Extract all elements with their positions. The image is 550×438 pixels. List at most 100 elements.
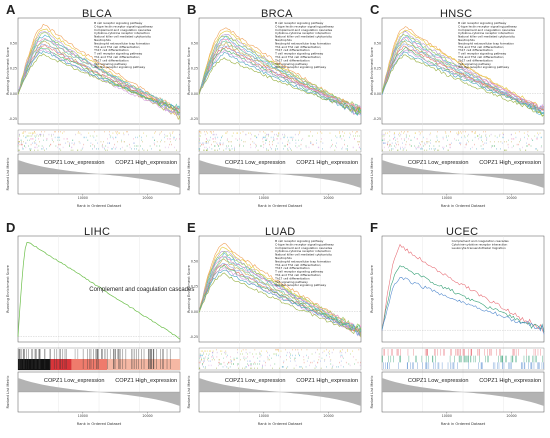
enrichment-curve [381,37,545,112]
legend-entry: Th17 cell differentiation [93,58,129,62]
es-axis-label: Running Enrichment Score [6,46,10,95]
legend-entry: Th17 cell differentiation [457,48,493,52]
es-axis-label: Running Enrichment Score [187,264,191,313]
es-tick-label: -0.25 [9,117,17,121]
x-axis-label: Rank in Ordered Dataset [258,204,303,208]
x-axis-label: Rank in Ordered Dataset [77,204,122,208]
rank-axis-label: Ranked List Metric [6,375,10,408]
high-expression-label: COPZ1 High_expression [296,160,358,166]
gsea-plot-c: 0.50 0.25 0.00 -0.25 Running Enrichment Scor… [370,17,545,208]
legend-entry: Th17 cell differentiation [274,58,310,62]
x-axis-label: Rank in Ordered Dataset [77,422,122,426]
enrichment-curve [17,53,181,114]
panel-title: UCEC [446,226,479,238]
enrichment-curve [381,51,545,115]
panel-b: 0.50 0.25 0.00 -0.25 Running Enrichment Scor… [185,2,365,212]
high-expression-label: COPZ1 High_expression [115,160,177,166]
enrichment-curve [198,264,362,332]
legend-entry: Th1 and Th2 cell differentiation [274,263,321,267]
gsea-plot-d: Running Enrichment Score Ranked List Metr… [6,235,194,426]
enrichment-curve [17,50,181,113]
gsea-plot-b: 0.50 0.25 0.00 -0.25 Running Enrichment Scor… [187,17,362,208]
panel-title: LIHC [84,226,111,238]
pathway-annotation: Complement and coagulation cascades [89,287,194,293]
enrichment-curve [381,243,545,334]
enrichment-curve [198,269,362,337]
legend-entry: C-type lectin receptor signaling pathway [94,24,153,28]
legend-entry: Th17 cell differentiation [274,48,310,52]
low-expression-label: COPZ1 Low_expression [44,378,105,384]
panel-f: Running Enrichment Score Ranked List Metr… [368,220,548,430]
legend-entry: Complement and coagulation cascades [275,246,333,250]
es-tick-label: 0.25 [191,67,198,71]
legend-entry: Natural killer cell mediated cytotoxicit… [275,253,332,257]
panel-title: BLCA [82,8,112,20]
es-tick-label: 0.00 [10,92,17,96]
enrichment-curve [381,29,545,112]
x-axis-label: Rank in Ordered Dataset [441,204,486,208]
panel-title: HNSC [440,8,473,20]
legend-entry: Toll-like receptor signaling pathway [93,65,145,69]
legend-entry: Complement and coagulation cascades [452,239,510,243]
low-expression-label: COPZ1 Low_expression [225,160,286,166]
hit-frame [198,347,362,371]
rank-axis-label: Ranked List Metric [187,157,191,190]
legend-entry: Neutrophils [94,38,111,42]
panel-label: E [187,220,196,235]
legend-entry: Toll-like receptor signaling pathway [457,65,509,69]
enrichment-curve [198,256,362,333]
legend-entry: T cell receptor signaling pathway [93,52,142,56]
legend-entry: Th17 cell differentiation [274,276,310,280]
legend-entry: Th1 and Th2 cell differentiation [93,55,140,59]
legend-entry: TLR signaling pathway [457,62,491,66]
legend-entry: B cell receptor signaling pathway [275,21,324,25]
legend-entry: Neutrophils [275,38,292,42]
enrichment-curve [381,45,545,110]
legend-entry: Th1 and Th2 cell differentiation [274,273,321,277]
panel-title: BRCA [261,8,293,20]
legend-entry: Neutrophil extracellular trap formation [458,41,514,45]
legend-entry: Th1 and Th2 cell differentiation [457,55,504,59]
high-expression-label: COPZ1 High_expression [479,378,541,384]
x-tick-label: 20000 [324,196,334,200]
x-tick-label: 10000 [259,196,269,200]
legend-entry: C-type lectin receptor signaling pathway [275,242,334,246]
legend-entry: Th17 cell differentiation [457,58,493,62]
legend-entry: Th1 and Th2 cell differentiation [93,45,140,49]
legend-entry: T cell receptor signaling pathway [274,52,323,56]
x-tick-label: 20000 [507,196,517,200]
enrichment-curve [381,35,545,116]
heat-bar-segment [71,359,108,370]
panel-d: Running Enrichment Score Ranked List Metr… [4,220,194,430]
legend-entry: Th17 cell differentiation [93,48,129,52]
legend-entry: B cell receptor signaling pathway [94,21,143,25]
gsea-plot-f: Running Enrichment Score Ranked List Metr… [370,235,545,426]
panel-label: C [370,2,380,17]
legend-entry: Neutrophil extracellular trap formation [275,41,331,45]
x-tick-label: 10000 [259,414,269,418]
enrichment-curve [198,46,362,110]
legend-entry: Toll-like receptor signaling pathway [274,65,326,69]
x-tick-label: 20000 [143,196,153,200]
x-axis-label: Rank in Ordered Dataset [258,422,303,426]
enrichment-curve [17,40,181,121]
x-tick-label: 20000 [143,414,153,418]
heat-bar-segment [107,359,180,370]
enrichment-curve [381,265,545,333]
legend-entry: T cell receptor signaling pathway [274,270,323,274]
enrichment-curve [17,44,181,112]
es-tick-label: -0.25 [373,117,381,121]
x-tick-label: 10000 [78,414,88,418]
es-tick-label: 0.50 [191,41,198,45]
es-tick-label: 0.00 [191,92,198,96]
legend-entry: C-type lectin receptor signaling pathway [275,24,334,28]
legend-entry: Cytokine-cytokine receptor interaction [452,242,508,246]
legend-entry: B cell receptor signaling pathway [458,21,507,25]
legend-entry: Natural killer cell mediated cytotoxicit… [275,35,332,39]
enrichment-curve [198,41,362,113]
legend-entry: T cell receptor signaling pathway [457,52,506,56]
x-tick-label: 20000 [507,414,517,418]
panel-label: B [187,2,197,17]
es-axis-label: Running Enrichment Score [370,46,374,95]
x-tick-label: 10000 [442,414,452,418]
